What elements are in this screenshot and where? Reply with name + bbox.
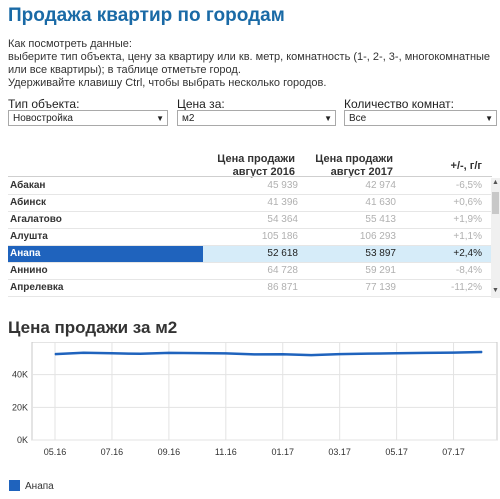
object-type-label: Тип объекта: — [8, 97, 80, 111]
city-name: Алушта — [10, 231, 48, 242]
y-tick-label: 0K — [17, 435, 28, 445]
price-change: -6,5% — [455, 180, 482, 191]
table-row[interactable]: Алушта 105 186 106 293 +1,1% — [8, 229, 492, 246]
header-line: август 2017 — [330, 166, 393, 178]
price-change: +1,9% — [453, 214, 482, 225]
price-2017: 41 630 — [365, 197, 396, 208]
city-name: Агалатово — [10, 214, 62, 225]
data-point[interactable] — [54, 353, 56, 355]
data-point[interactable] — [310, 354, 312, 356]
scroll-down-icon[interactable]: ▼ — [492, 287, 499, 294]
header-divider — [8, 176, 492, 177]
price-change: +0,6% — [453, 197, 482, 208]
header-price-2016[interactable]: Цена продажи август 2016 — [205, 153, 295, 179]
page-title: Продажа квартир по городам — [8, 5, 285, 26]
price-change: +1,1% — [453, 231, 482, 242]
table-row[interactable]: Абакан 45 939 42 974 -6,5% — [8, 178, 492, 195]
data-point[interactable] — [424, 352, 426, 354]
data-point[interactable] — [481, 351, 483, 353]
instruction-line: выберите тип объекта, цену за квартиру и… — [8, 51, 491, 63]
price-change: +2,4% — [453, 248, 482, 259]
x-tick-label: 07.16 — [101, 447, 124, 457]
instruction-line: Как посмотреть данные: — [8, 38, 132, 50]
instructions: Как посмотреть данные: выберите тип объе… — [8, 38, 496, 90]
price-label: Цена за: — [177, 97, 225, 111]
y-tick-label: 40K — [12, 370, 28, 380]
legend-label[interactable]: Анапа — [25, 481, 54, 492]
chevron-down-icon: ▼ — [324, 114, 332, 123]
chart-title: Цена продажи за м2 — [8, 318, 178, 337]
scroll-up-icon[interactable]: ▲ — [492, 179, 499, 186]
city-name: Анапа — [8, 246, 203, 262]
series-line-anapa[interactable] — [54, 350, 483, 357]
price-2016: 52 618 — [267, 248, 298, 259]
table-row[interactable]: Агалатово 54 364 55 413 +1,9% — [8, 212, 492, 229]
object-type-select[interactable]: Новостройка ▼ — [8, 110, 168, 126]
data-point[interactable] — [396, 352, 398, 354]
chevron-down-icon: ▼ — [156, 114, 164, 123]
price-2016: 45 939 — [267, 180, 298, 191]
x-tick-label: 05.16 — [44, 447, 67, 457]
y-tick-label: 20K — [12, 402, 28, 412]
table-row[interactable]: Апрелевка 86 871 77 139 -11,2% — [8, 280, 492, 297]
price-line-chart: 0K 20K 40K 05.16 07.16 09.16 11.16 01.17 03.17 05… — [12, 342, 498, 457]
table-row-selected[interactable]: Анапа 52 618 53 897 +2,4% — [8, 246, 492, 263]
data-point[interactable] — [196, 352, 198, 354]
instruction-line: или все квартиры); в таблице отметьте го… — [8, 64, 241, 76]
header-line: август 2016 — [232, 166, 295, 178]
rooms-select[interactable]: Все ▼ — [344, 110, 497, 126]
price-2016: 41 396 — [267, 197, 298, 208]
cities-table: Абакан 45 939 42 974 -6,5% Абинск 41 396… — [8, 178, 492, 298]
city-name: Абакан — [10, 180, 46, 191]
price-2016: 105 186 — [261, 231, 298, 242]
price-2017: 59 291 — [365, 265, 396, 276]
price-2017: 77 139 — [365, 282, 396, 293]
table-scrollbar[interactable] — [491, 178, 500, 298]
price-select[interactable]: м2 ▼ — [177, 110, 336, 126]
data-point[interactable] — [82, 352, 85, 354]
x-tick-label: 09.16 — [158, 447, 181, 457]
data-point[interactable] — [168, 352, 170, 354]
price-2017: 53 897 — [365, 248, 396, 259]
price-2016: 54 364 — [267, 214, 298, 225]
data-point[interactable] — [139, 353, 141, 355]
price-value: м2 — [182, 113, 195, 124]
data-point[interactable] — [253, 353, 255, 356]
data-point[interactable] — [339, 353, 341, 355]
price-2017: 106 293 — [359, 231, 396, 242]
chevron-down-icon: ▼ — [485, 114, 493, 123]
rooms-label: Количество комнат: — [344, 97, 454, 111]
instruction-line: Удерживайте клавишу Ctrl, чтобы выбрать … — [8, 77, 327, 89]
scrollbar-thumb[interactable] — [492, 192, 499, 214]
rooms-value: Все — [349, 113, 367, 124]
x-tick-label: 07.17 — [442, 447, 465, 457]
data-point[interactable] — [225, 352, 227, 355]
data-point[interactable] — [282, 353, 284, 355]
price-2017: 42 974 — [365, 180, 396, 191]
price-change: -11,2% — [451, 282, 482, 293]
x-tick-label: 05.17 — [385, 447, 408, 457]
legend-swatch — [9, 480, 20, 491]
x-tick-label: 11.16 — [215, 447, 237, 457]
city-name: Аннино — [10, 265, 48, 276]
x-tick-label: 03.17 — [328, 447, 351, 457]
price-2017: 55 413 — [365, 214, 396, 225]
price-2016: 64 728 — [267, 265, 298, 276]
header-price-2017[interactable]: Цена продажи август 2017 — [303, 153, 393, 179]
table-row[interactable]: Аннино 64 728 59 291 -8,4% — [8, 263, 492, 280]
data-point[interactable] — [367, 352, 369, 355]
data-point[interactable] — [452, 352, 455, 354]
city-name: Апрелевка — [10, 282, 64, 293]
header-line: Цена продажи — [217, 153, 295, 165]
city-name: Абинск — [10, 197, 47, 208]
price-change: -8,4% — [455, 265, 482, 276]
x-tick-label: 01.17 — [271, 447, 294, 457]
object-type-value: Новостройка — [13, 113, 73, 124]
table-row[interactable]: Абинск 41 396 41 630 +0,6% — [8, 195, 492, 212]
plot-area — [31, 342, 498, 441]
header-line: Цена продажи — [315, 153, 393, 165]
price-2016: 86 871 — [267, 282, 298, 293]
data-point[interactable] — [111, 352, 113, 354]
header-change[interactable]: +/-, г/г — [450, 160, 482, 172]
